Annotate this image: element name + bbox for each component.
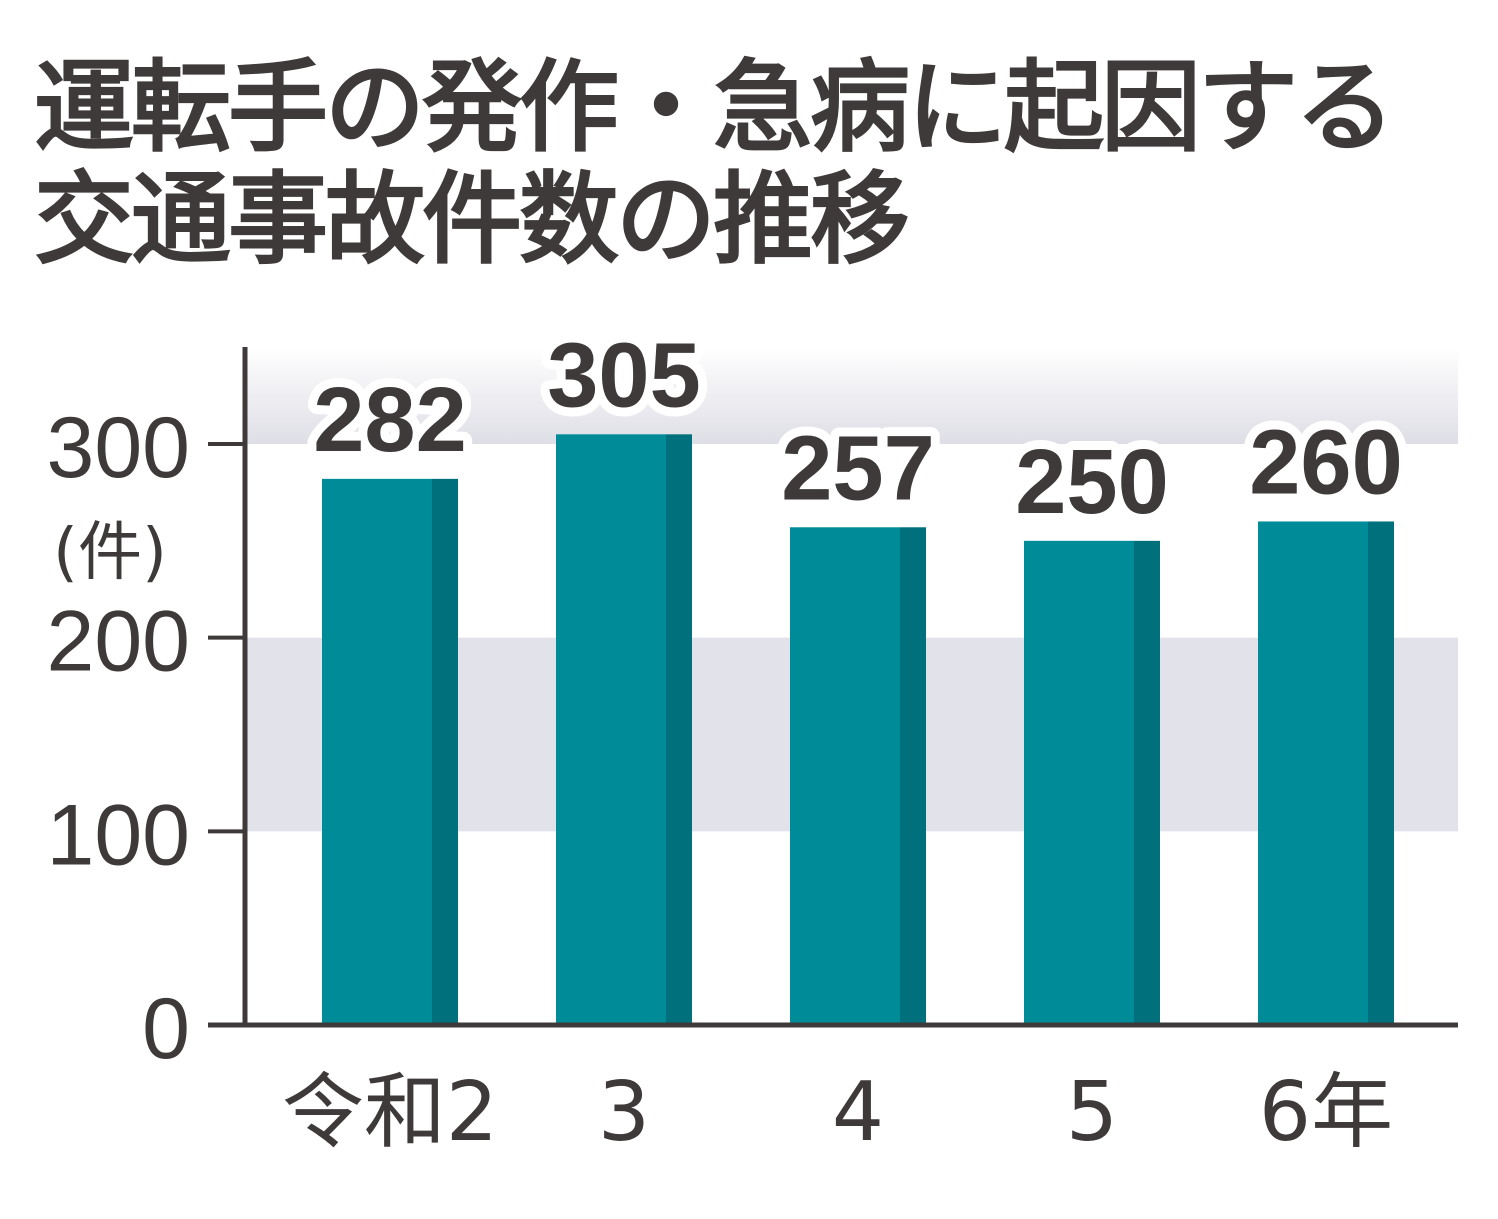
category-label: 3 [598,1065,650,1160]
bars [322,434,1394,1026]
category-label: 4 [832,1065,884,1160]
chart-title-line-1: 運転手の発作・急病に起因する [34,49,1395,166]
axes [208,347,1458,1028]
value-label: 260 [1249,411,1403,513]
chart-title-line-2: 交通事故件数の推移 [34,161,910,278]
bar [322,478,432,1025]
bar-shade [1134,540,1160,1025]
value-labels: 282 305 257 250 260 [304,315,1412,542]
category-label: 5 [1066,1065,1118,1160]
bar-shade [666,434,692,1026]
x-categories: 令和2 3 4 5 6年 [282,1065,1393,1160]
y-axis-unit: (件) [53,516,167,590]
category-label: 令和2 [282,1065,498,1160]
bar [556,434,666,1026]
value-label: 257 [781,417,935,519]
bar [790,527,900,1025]
category-label: 6年 [1259,1065,1393,1160]
y-tick-label: 0 [142,981,190,1077]
bar-shade [900,527,926,1025]
value-label: 305 [547,324,701,426]
grid-band-top [245,347,1458,444]
y-ticks: 0 100 200 300 [47,400,191,1077]
y-tick-label: 100 [47,787,191,883]
bar-shade [432,478,458,1025]
chart-title: 運転手の発作・急病に起因する 交通事故件数の推移 [34,52,1474,276]
y-tick-label: 200 [47,594,191,690]
bar-shade [1368,521,1394,1025]
value-label: 282 [313,369,467,471]
value-label: 250 [1015,431,1169,533]
bar [1258,521,1368,1025]
bar [1024,540,1134,1025]
y-tick-label: 300 [47,400,191,496]
